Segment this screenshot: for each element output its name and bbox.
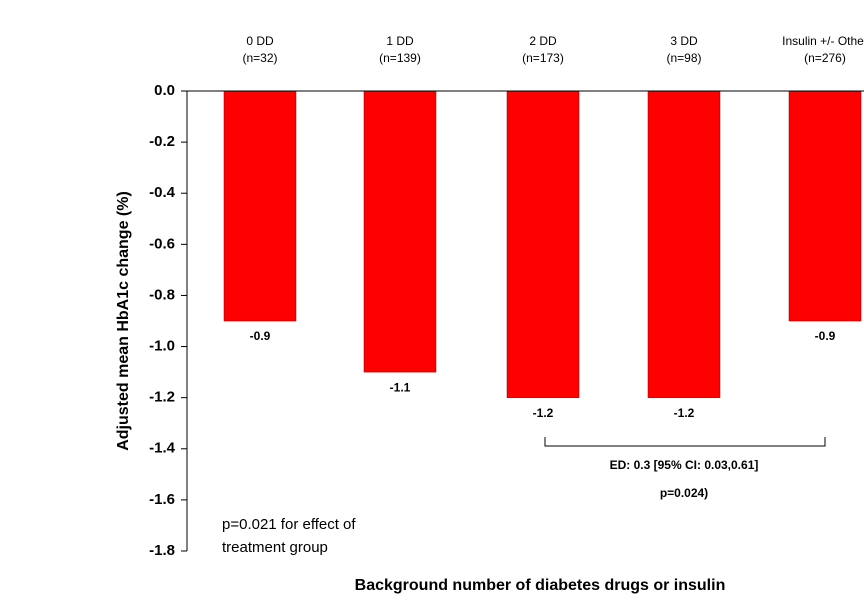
- y-tick-label: -0.4: [149, 184, 176, 201]
- category-label: 3 DD: [670, 34, 698, 48]
- y-tick-label: -1.6: [149, 491, 175, 508]
- category-label: 2 DD: [529, 34, 557, 48]
- y-tick-label: -1.2: [149, 389, 175, 406]
- bar: [223, 90, 297, 322]
- y-tick-label: -1.0: [149, 338, 175, 355]
- annotation: ED: 0.3 [95% CI: 0.03,0.61]: [610, 458, 759, 472]
- category-note: (n=173): [522, 51, 564, 65]
- annotation: treatment group: [222, 539, 328, 556]
- bar: [363, 90, 437, 373]
- bar: [506, 90, 580, 398]
- bracket: [544, 437, 826, 447]
- y-axis-label: Adjusted mean HbA1c change (%): [115, 191, 132, 451]
- value-label: -1.1: [390, 380, 411, 394]
- y-tick-label: -0.8: [149, 286, 175, 303]
- annotation: p=0.021 for effect of: [222, 516, 356, 533]
- value-label: -1.2: [533, 406, 554, 420]
- x-axis-label: Background number of diabetes drugs or i…: [355, 577, 726, 594]
- y-tick-label: -0.2: [149, 133, 175, 150]
- category-note: (n=276): [804, 51, 846, 65]
- category-note: (n=98): [666, 51, 701, 65]
- category-note: (n=32): [242, 51, 277, 65]
- value-label: -0.9: [815, 329, 836, 343]
- value-label: -0.9: [250, 329, 271, 343]
- bar: [788, 90, 862, 322]
- category-label: Insulin +/- Other: [782, 34, 864, 48]
- y-tick-label: 0.0: [154, 82, 175, 99]
- category-label: 0 DD: [246, 34, 274, 48]
- value-label: -1.2: [674, 406, 695, 420]
- y-tick-label: -0.6: [149, 235, 175, 252]
- category-label: 1 DD: [386, 34, 414, 48]
- y-tick-label: -1.4: [149, 440, 176, 457]
- annotation: p=0.024): [660, 486, 708, 500]
- bar: [647, 90, 721, 398]
- y-tick-label: -1.8: [149, 542, 175, 559]
- category-note: (n=139): [379, 51, 421, 65]
